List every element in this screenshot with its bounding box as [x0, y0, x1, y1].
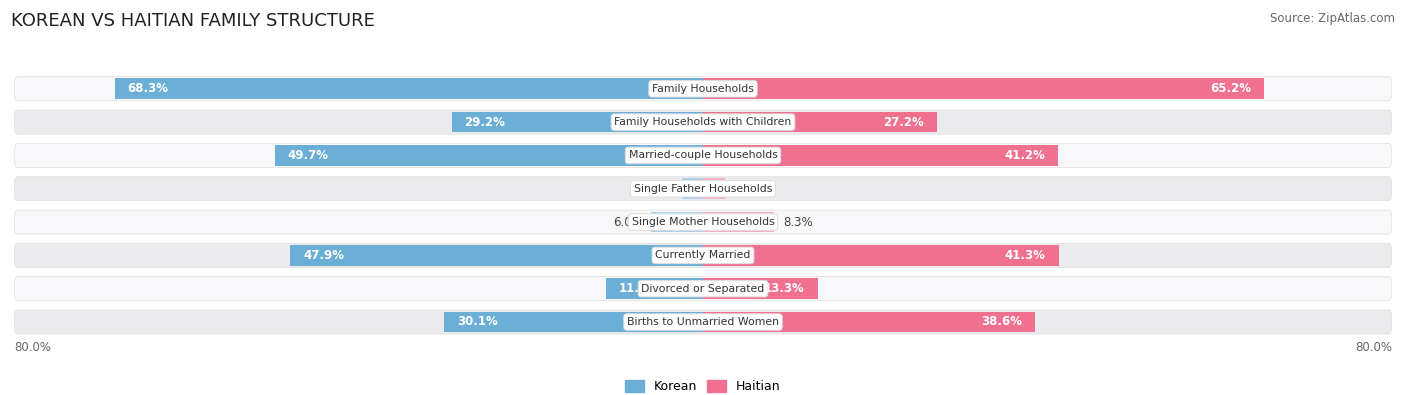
FancyBboxPatch shape: [14, 276, 1392, 301]
Bar: [682, 179, 703, 199]
Bar: [291, 245, 703, 266]
Bar: [703, 312, 1035, 332]
Text: 65.2%: 65.2%: [1211, 82, 1251, 95]
Text: 27.2%: 27.2%: [883, 116, 924, 129]
Text: 41.3%: 41.3%: [1005, 249, 1046, 262]
FancyBboxPatch shape: [14, 143, 1392, 167]
Text: Family Households: Family Households: [652, 84, 754, 94]
Text: 41.2%: 41.2%: [1004, 149, 1045, 162]
Text: 6.0%: 6.0%: [613, 216, 643, 229]
Text: 2.4%: 2.4%: [644, 182, 673, 195]
Bar: [703, 212, 775, 232]
Bar: [703, 278, 817, 299]
Text: 11.3%: 11.3%: [619, 282, 659, 295]
Text: 2.6%: 2.6%: [734, 182, 763, 195]
Bar: [276, 145, 703, 166]
Text: Single Mother Households: Single Mother Households: [631, 217, 775, 227]
Text: KOREAN VS HAITIAN FAMILY STRUCTURE: KOREAN VS HAITIAN FAMILY STRUCTURE: [11, 12, 375, 30]
Bar: [703, 79, 1264, 99]
FancyBboxPatch shape: [14, 177, 1392, 201]
Text: 49.7%: 49.7%: [288, 149, 329, 162]
Text: 80.0%: 80.0%: [14, 341, 51, 354]
Text: Divorced or Separated: Divorced or Separated: [641, 284, 765, 294]
Text: 80.0%: 80.0%: [1355, 341, 1392, 354]
Text: 13.3%: 13.3%: [763, 282, 804, 295]
Legend: Korean, Haitian: Korean, Haitian: [620, 375, 786, 395]
FancyBboxPatch shape: [14, 110, 1392, 134]
Text: 68.3%: 68.3%: [128, 82, 169, 95]
Text: 29.2%: 29.2%: [464, 116, 505, 129]
Bar: [703, 245, 1059, 266]
Bar: [703, 112, 938, 132]
Bar: [451, 112, 703, 132]
Bar: [703, 179, 725, 199]
Bar: [115, 79, 703, 99]
Text: Currently Married: Currently Married: [655, 250, 751, 260]
Text: Married-couple Households: Married-couple Households: [628, 150, 778, 160]
Text: 47.9%: 47.9%: [304, 249, 344, 262]
Text: 38.6%: 38.6%: [981, 316, 1022, 329]
FancyBboxPatch shape: [14, 77, 1392, 101]
Bar: [651, 212, 703, 232]
Bar: [703, 145, 1057, 166]
Text: 30.1%: 30.1%: [457, 316, 498, 329]
Text: Family Households with Children: Family Households with Children: [614, 117, 792, 127]
Text: Births to Unmarried Women: Births to Unmarried Women: [627, 317, 779, 327]
FancyBboxPatch shape: [14, 310, 1392, 334]
Bar: [606, 278, 703, 299]
FancyBboxPatch shape: [14, 210, 1392, 234]
Text: Single Father Households: Single Father Households: [634, 184, 772, 194]
FancyBboxPatch shape: [14, 243, 1392, 267]
Text: 8.3%: 8.3%: [783, 216, 813, 229]
Text: Source: ZipAtlas.com: Source: ZipAtlas.com: [1270, 12, 1395, 25]
Bar: [444, 312, 703, 332]
